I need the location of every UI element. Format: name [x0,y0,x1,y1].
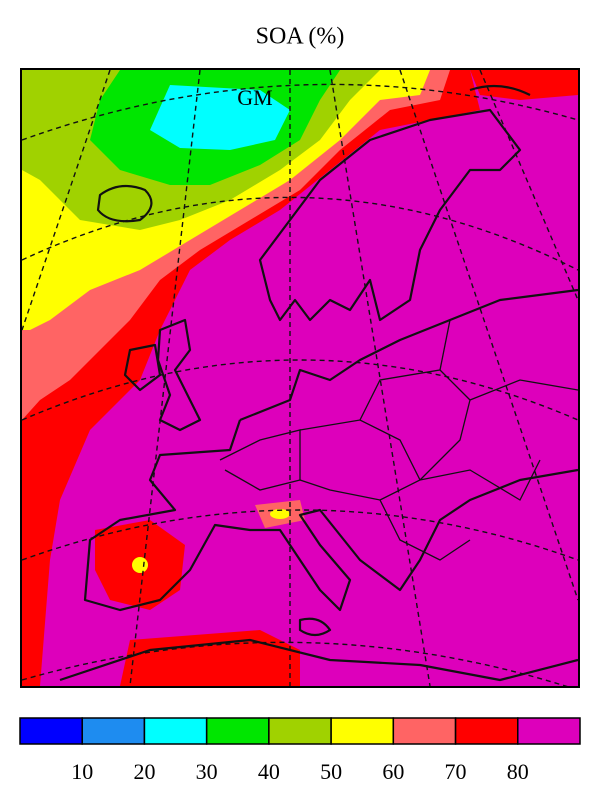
field-spot [132,557,148,573]
colorbar-swatch [81,717,146,745]
colorbar-tick-label: 50 [320,759,342,784]
colorbar-tick-label: 80 [507,759,529,784]
map: GM [22,70,578,686]
field-cyan [150,85,290,150]
colorbar-tick-label: 10 [71,759,93,784]
colorbar-swatch [392,717,457,745]
map-frame [20,68,580,688]
colorbar-swatch [517,717,581,745]
colorbar-tick-label: 20 [133,759,155,784]
colorbar-swatch [330,717,395,745]
title: SOA (%) [256,24,345,50]
map-label: GM [237,85,272,110]
colorbar-swatch [143,717,208,745]
coastlines [59,84,578,682]
colorbar-swatch [205,717,270,745]
field-ne [470,70,578,100]
colorbar-swatch [454,717,519,745]
colorbar: 10 20 30 40 50 60 70 80 [19,717,581,784]
colorbar-tick-label: 40 [258,759,280,784]
field-alps-spot [270,509,290,519]
field-africa [120,630,300,686]
colorbar-tick-label: 70 [445,759,467,784]
colorbar-swatch [268,717,332,745]
borders [219,319,578,561]
colorbar-tick-label: 60 [382,759,404,784]
colorbar-tick-label: 30 [196,759,218,784]
colorbar-swatch [19,717,83,745]
